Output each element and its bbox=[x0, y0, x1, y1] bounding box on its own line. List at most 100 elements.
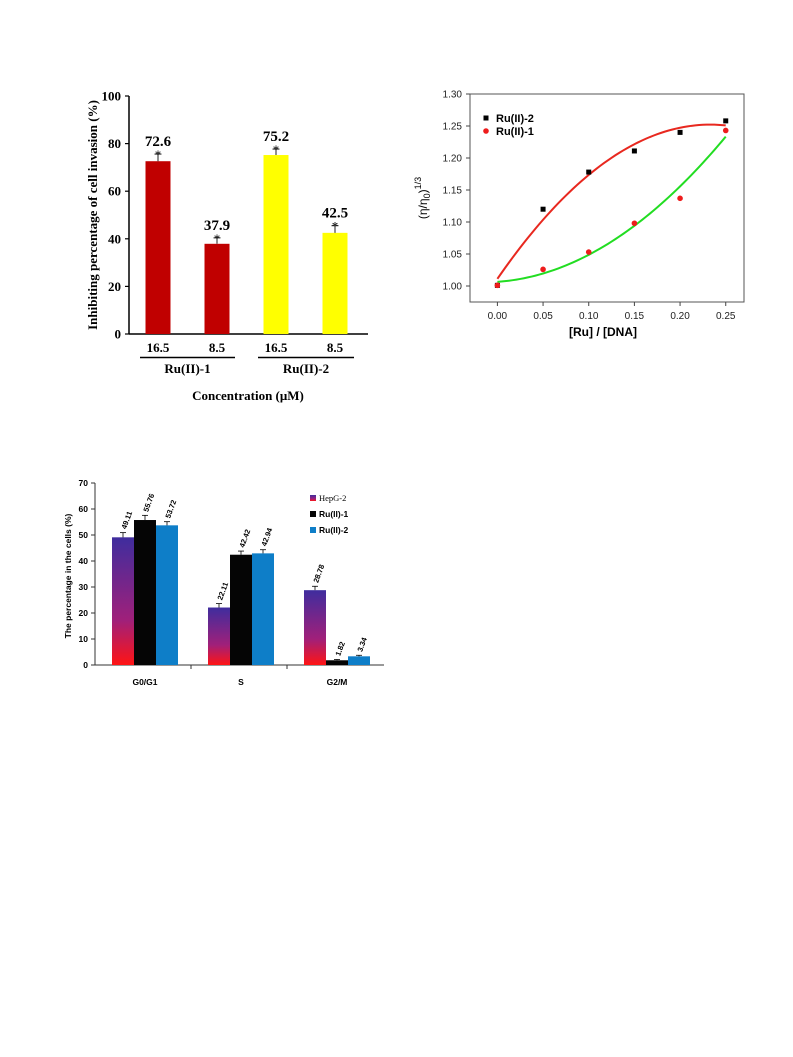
bar bbox=[112, 537, 134, 665]
y-tick-label: 20 bbox=[108, 279, 121, 294]
data-point bbox=[677, 195, 683, 202]
y-tick-label: 1.20 bbox=[443, 154, 463, 165]
y-tick-label: 1.05 bbox=[443, 250, 463, 261]
y-tick-label: 40 bbox=[79, 556, 89, 566]
category-label: G2/M bbox=[327, 677, 348, 687]
bar-data-label: 75.2 bbox=[263, 129, 289, 145]
y-axis-title: Inhibiting percentage of cell invasion (… bbox=[85, 100, 100, 330]
legend-label: Ru(II)-1 bbox=[319, 509, 349, 519]
category-label: G0/G1 bbox=[132, 677, 157, 687]
x-tick-label: 0.25 bbox=[716, 311, 736, 322]
legend-swatch bbox=[310, 527, 316, 533]
x-axis-title: [Ru] / [DNA] bbox=[569, 325, 637, 339]
legend-swatch bbox=[310, 511, 316, 517]
bar bbox=[156, 525, 178, 665]
plot-frame bbox=[469, 93, 745, 303]
fit-curve bbox=[496, 123, 726, 280]
x-tick-label: 0.00 bbox=[488, 311, 508, 322]
bar-data-label: 42.42 bbox=[237, 528, 252, 549]
significance-marker: * bbox=[332, 219, 339, 234]
concentration-label: 16.5 bbox=[147, 340, 170, 355]
y-tick-label: 1.10 bbox=[443, 218, 463, 229]
y-axis-title: The percentage in the cells (%) bbox=[63, 513, 73, 638]
y-tick-label: 1.00 bbox=[443, 282, 463, 293]
group-label: Ru(II)-1 bbox=[164, 361, 210, 376]
y-tick-label: 50 bbox=[79, 530, 89, 540]
data-point bbox=[585, 249, 592, 255]
data-point bbox=[722, 127, 729, 134]
y-tick-label: 1.25 bbox=[443, 122, 463, 133]
y-tick-label: 10 bbox=[79, 634, 89, 644]
concentration-label: 8.5 bbox=[327, 340, 344, 355]
bar bbox=[230, 554, 252, 665]
x-tick-label: 0.15 bbox=[625, 311, 645, 322]
group-label: Ru(II)-2 bbox=[283, 361, 329, 376]
bar bbox=[304, 590, 326, 665]
x-tick-label: 0.20 bbox=[670, 311, 690, 322]
y-axis-title-sub: 0 bbox=[422, 193, 432, 198]
data-point bbox=[677, 129, 683, 135]
fit-curve bbox=[497, 135, 727, 283]
significance-marker: * bbox=[214, 231, 221, 246]
y-tick-label: 1.30 bbox=[443, 90, 463, 101]
y-axis-title-close: ) bbox=[416, 189, 430, 193]
y-tick-label: 20 bbox=[79, 608, 89, 618]
x-axis-title: Concentration (μM) bbox=[192, 388, 304, 403]
bar-data-label: 37.9 bbox=[204, 218, 230, 234]
data-point bbox=[631, 148, 637, 154]
concentration-label: 8.5 bbox=[209, 340, 226, 355]
x-tick-label: 0.10 bbox=[579, 311, 599, 322]
y-tick-label: 40 bbox=[108, 231, 121, 246]
data-point bbox=[586, 169, 592, 175]
bar-data-label: 1.82 bbox=[333, 640, 346, 657]
bar-data-label: 22.11 bbox=[215, 581, 230, 601]
bar bbox=[134, 520, 156, 665]
y-axis-title: (η/η0)1/3 bbox=[413, 177, 432, 219]
data-point bbox=[540, 266, 546, 273]
bar bbox=[145, 161, 171, 334]
y-axis-title-base: (η/η bbox=[416, 198, 430, 219]
bar bbox=[322, 232, 348, 334]
y-tick-label: 70 bbox=[79, 478, 89, 488]
y-tick-label: 60 bbox=[79, 504, 89, 514]
bar-data-label: 55.76 bbox=[141, 492, 156, 513]
legend-label: Ru(II)-2 bbox=[496, 113, 534, 125]
data-point bbox=[723, 118, 729, 124]
y-tick-label: 60 bbox=[108, 184, 121, 199]
x-tick-label: 0.05 bbox=[533, 311, 553, 322]
y-axis-title-sup: 1/3 bbox=[413, 177, 423, 190]
y-tick-label: 30 bbox=[79, 582, 89, 592]
y-tick-label: 0 bbox=[83, 660, 88, 670]
legend-label: Ru(II)-1 bbox=[496, 126, 534, 138]
y-tick-label: 100 bbox=[102, 89, 122, 104]
bar-data-label: 72.6 bbox=[145, 134, 172, 150]
bar bbox=[348, 656, 370, 665]
y-tick-label: 1.15 bbox=[443, 186, 463, 197]
legend-swatch bbox=[310, 495, 316, 501]
bar-data-label: 49.11 bbox=[119, 510, 134, 530]
bar-data-label: 42.5 bbox=[322, 206, 348, 222]
bar-data-label: 42.94 bbox=[259, 526, 274, 547]
bar-data-label: 53.72 bbox=[163, 499, 178, 520]
significance-marker: * bbox=[155, 147, 162, 162]
category-label: S bbox=[238, 677, 244, 687]
legend-label: Ru(II)-2 bbox=[319, 525, 349, 535]
data-point bbox=[540, 206, 546, 212]
concentration-label: 16.5 bbox=[265, 340, 288, 355]
legend-marker bbox=[483, 115, 489, 121]
bar-data-label: 3.34 bbox=[355, 635, 369, 653]
bar-data-label: 28.78 bbox=[311, 563, 326, 584]
data-point bbox=[631, 220, 638, 227]
data-point bbox=[494, 282, 500, 288]
y-tick-label: 80 bbox=[108, 136, 121, 151]
bar bbox=[208, 607, 230, 665]
bar bbox=[326, 660, 348, 665]
bar bbox=[204, 243, 230, 334]
legend-marker bbox=[483, 128, 489, 134]
y-tick-label: 0 bbox=[115, 327, 122, 342]
bar bbox=[252, 553, 274, 665]
significance-marker: * bbox=[273, 142, 280, 157]
